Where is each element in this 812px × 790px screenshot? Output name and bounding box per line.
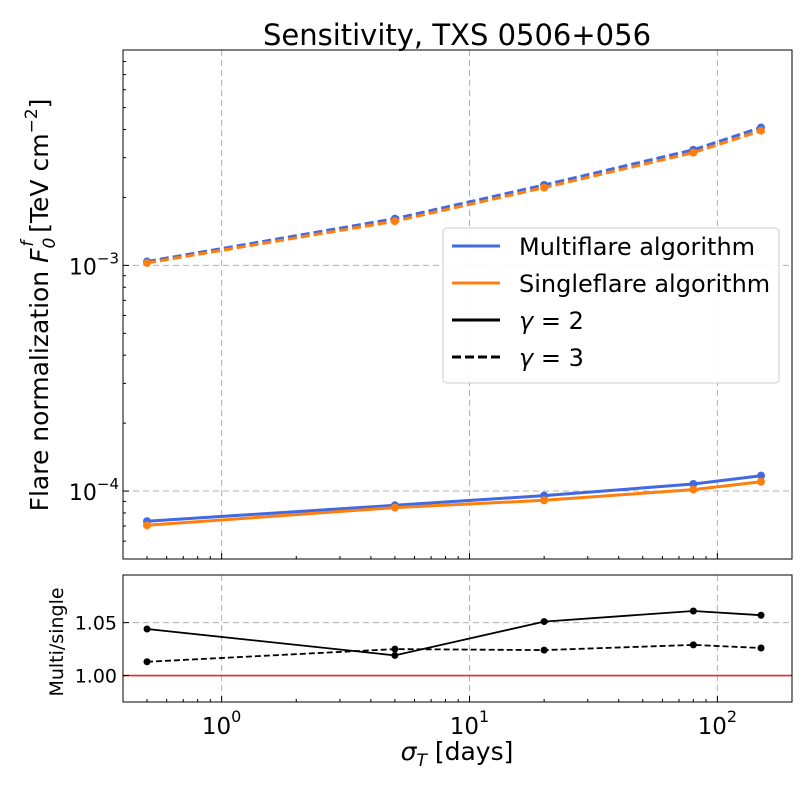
ratio-y-ticks: 1.00 1.05 bbox=[75, 613, 129, 688]
main-point-single-gamma-3-1 bbox=[390, 217, 399, 226]
ratio-series-0 bbox=[143, 607, 765, 659]
ratio-series-1 bbox=[143, 641, 765, 666]
legend-entry-multiflare: Multiflare algorithm bbox=[452, 233, 755, 261]
main-series-group bbox=[143, 123, 766, 530]
ratio-ytick-label-0: 1.00 bbox=[75, 666, 117, 688]
main-series-1 bbox=[143, 477, 766, 530]
legend-label-singleflare: Singleflare algorithm bbox=[519, 270, 770, 298]
chart-title: Sensitivity, TXS 0506+056 bbox=[263, 18, 651, 52]
ratio-axes-frame bbox=[122, 574, 793, 703]
legend-label-multiflare: Multiflare algorithm bbox=[519, 233, 755, 261]
legend-label-gamma-2: γ = 2 bbox=[519, 307, 584, 335]
main-point-single-gamma-3-2 bbox=[540, 183, 549, 192]
main-point-single-gamma-2-4 bbox=[757, 477, 766, 486]
ratio-point-1-4 bbox=[757, 644, 765, 652]
ratio-point-0-1 bbox=[391, 651, 399, 659]
main-panel: Sensitivity, TXS 0506+056 10−3 10−4 Flare… bbox=[18, 18, 793, 560]
main-point-single-gamma-2-2 bbox=[540, 496, 549, 505]
main-series-3 bbox=[143, 126, 766, 267]
xtick-label-2: 102 bbox=[698, 707, 737, 740]
x-axis-label: σT [days] bbox=[401, 737, 514, 771]
main-point-single-gamma-3-0 bbox=[143, 258, 152, 267]
main-point-single-gamma-2-1 bbox=[390, 503, 399, 512]
main-point-multi-gamma-2-3 bbox=[689, 479, 698, 488]
ratio-point-1-0 bbox=[143, 658, 151, 666]
x-ticks: 100 101 102 bbox=[146, 553, 737, 740]
main-y-axis-label: Flare normalization F0f [TeV cm−2] bbox=[18, 99, 60, 512]
main-ytick-label-0: 10−3 bbox=[69, 249, 119, 280]
legend: Multiflare algorithm Singleflare algorit… bbox=[442, 227, 780, 384]
legend-box bbox=[442, 227, 780, 384]
ratio-point-0-0 bbox=[143, 625, 151, 633]
legend-label-gamma-3: γ = 3 bbox=[519, 344, 584, 372]
ratio-point-1-2 bbox=[540, 646, 548, 654]
legend-entry-gamma-3: γ = 3 bbox=[452, 344, 584, 372]
main-point-single-gamma-3-3 bbox=[689, 148, 698, 157]
legend-entry-gamma-2: γ = 2 bbox=[452, 307, 584, 335]
ratio-y-axis-label: Multi/single bbox=[46, 587, 68, 696]
xtick-label-0: 100 bbox=[202, 707, 241, 740]
xtick-label-1: 101 bbox=[450, 707, 489, 740]
main-point-single-gamma-2-3 bbox=[689, 485, 698, 494]
main-point-multi-gamma-2-4 bbox=[757, 471, 766, 480]
ratio-series-group bbox=[123, 607, 792, 677]
main-ytick-label-1: 10−4 bbox=[69, 475, 119, 506]
main-y-ticks: 10−3 10−4 bbox=[69, 61, 129, 542]
legend-entry-singleflare: Singleflare algorithm bbox=[452, 270, 770, 298]
main-axes-frame bbox=[122, 49, 793, 560]
ratio-point-0-2 bbox=[540, 618, 548, 626]
ratio-panel: 1.00 1.05 100 101 102 Multi/single σT [days… bbox=[46, 553, 793, 771]
ratio-point-1-3 bbox=[689, 641, 697, 649]
ratio-point-0-4 bbox=[757, 611, 765, 619]
ratio-point-1-1 bbox=[391, 645, 399, 653]
ratio-point-0-3 bbox=[689, 607, 697, 615]
main-point-single-gamma-3-4 bbox=[757, 126, 766, 135]
main-point-single-gamma-2-0 bbox=[143, 521, 152, 530]
ratio-ytick-label-1: 1.05 bbox=[75, 613, 117, 635]
